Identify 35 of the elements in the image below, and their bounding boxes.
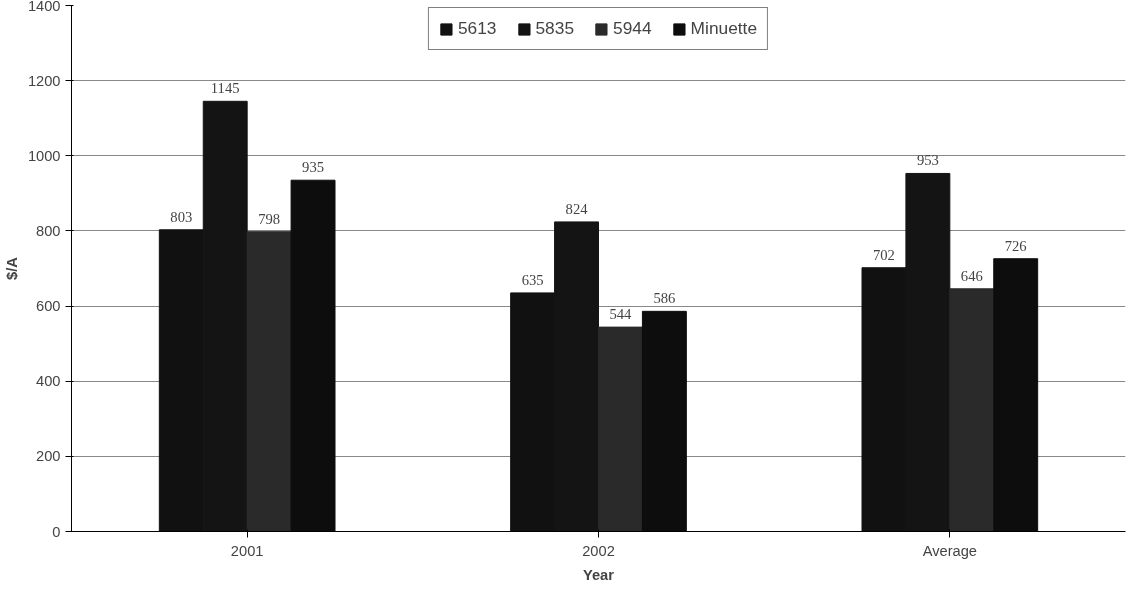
- y-tick-label: 1200: [27, 72, 61, 89]
- y-tick-label: 200: [36, 448, 61, 465]
- data-label: 544: [609, 306, 633, 323]
- y-tick-label: 600: [36, 298, 61, 315]
- legend-label: Minuette: [690, 18, 758, 39]
- data-label: 1145: [210, 80, 240, 97]
- legend-label: 5835: [535, 18, 575, 39]
- data-label: 702: [872, 246, 895, 263]
- data-label: 635: [521, 271, 544, 288]
- data-label: 646: [960, 267, 983, 284]
- bar: [993, 258, 1039, 532]
- data-label: 586: [653, 290, 676, 307]
- y-tick-label: 800: [36, 222, 61, 239]
- bar: [290, 179, 336, 532]
- data-label: 935: [302, 159, 325, 176]
- data-label: 798: [258, 210, 281, 227]
- x-tick-label: 2001: [230, 542, 264, 559]
- y-tick-label: 400: [36, 373, 61, 390]
- x-tick-label: 2002: [582, 542, 615, 559]
- data-label: 824: [565, 200, 589, 217]
- data-label: 803: [170, 208, 193, 225]
- y-axis-title: $/A: [3, 256, 20, 280]
- bar: [598, 326, 643, 532]
- y-tick-label: 1000: [27, 147, 61, 164]
- bar: [641, 310, 687, 532]
- data-label: 953: [916, 152, 939, 169]
- y-tick-label: 0: [52, 523, 61, 540]
- x-axis-title: Year: [583, 566, 615, 583]
- bar: [949, 288, 995, 532]
- bar: [246, 231, 292, 532]
- x-tick-label: Average: [922, 542, 977, 559]
- legend-label: 5613: [457, 18, 497, 39]
- legend-label: 5944: [613, 18, 652, 39]
- y-tick-label: 1400: [27, 0, 61, 14]
- data-label: 726: [1004, 237, 1027, 254]
